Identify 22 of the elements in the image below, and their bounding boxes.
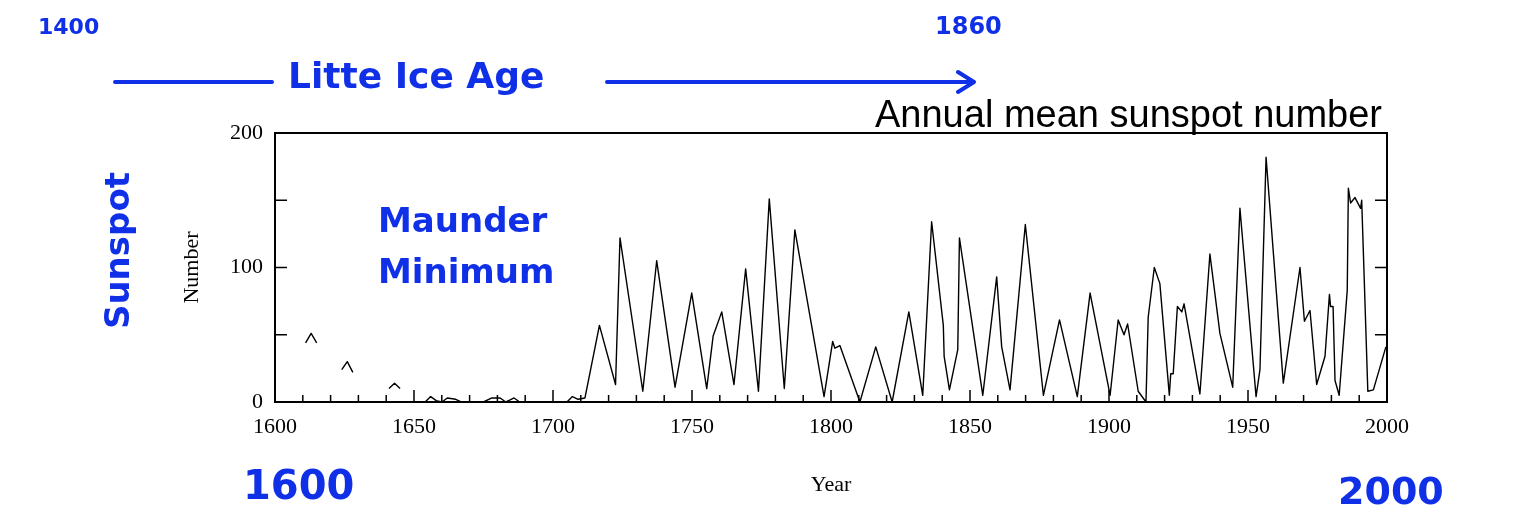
chart-title: Annual mean sunspot number <box>875 93 1382 136</box>
x-tick-label: 1750 <box>670 412 714 438</box>
x-tick-label: 1950 <box>1226 412 1270 438</box>
x-tick-label: 1900 <box>1087 412 1131 438</box>
y-tick-label: 100 <box>230 253 263 279</box>
x-tick-label: 1850 <box>948 412 992 438</box>
text: 1400 <box>38 14 100 39</box>
y-axis-title: Number <box>177 230 203 304</box>
y-tick-label: 200 <box>230 118 263 144</box>
text: 2000 <box>1338 469 1444 513</box>
y-tick-label: 0 <box>252 387 263 413</box>
x-axis-title: Year <box>810 470 852 496</box>
text: Sunspot <box>97 172 137 330</box>
text: 1860 <box>935 12 1002 40</box>
x-tick-label: 1650 <box>392 412 436 438</box>
annotation: Maunder Minimum <box>378 199 556 293</box>
x-tick-label: 2000 <box>1365 412 1409 438</box>
text: Litte Ice Age <box>288 55 545 96</box>
text: 1600 <box>243 462 355 508</box>
x-tick-label: 1600 <box>253 412 297 438</box>
x-tick-label: 1800 <box>809 412 853 438</box>
x-tick-label: 1700 <box>531 412 575 438</box>
